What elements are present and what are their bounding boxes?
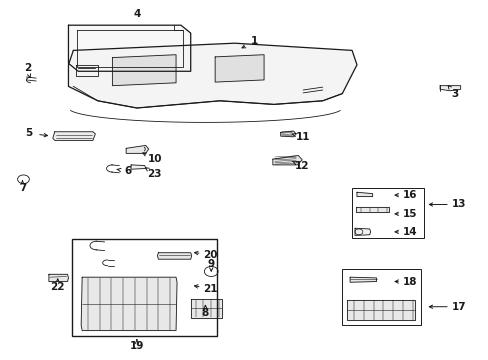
Polygon shape bbox=[349, 277, 376, 282]
Text: 14: 14 bbox=[402, 227, 416, 237]
Text: 17: 17 bbox=[450, 302, 465, 312]
Text: 22: 22 bbox=[50, 282, 65, 292]
Polygon shape bbox=[126, 145, 148, 153]
Polygon shape bbox=[49, 274, 68, 282]
Text: 5: 5 bbox=[25, 128, 32, 138]
Text: 15: 15 bbox=[402, 209, 416, 219]
Bar bbox=[72, 239, 217, 336]
Polygon shape bbox=[215, 55, 264, 82]
Polygon shape bbox=[68, 25, 190, 71]
Polygon shape bbox=[131, 165, 145, 169]
Polygon shape bbox=[354, 228, 370, 235]
Text: 11: 11 bbox=[295, 132, 310, 142]
Text: 18: 18 bbox=[402, 276, 416, 287]
Polygon shape bbox=[53, 132, 95, 140]
Polygon shape bbox=[112, 55, 176, 86]
Polygon shape bbox=[280, 131, 296, 137]
Text: 2: 2 bbox=[24, 63, 31, 73]
Polygon shape bbox=[356, 192, 372, 197]
Text: 13: 13 bbox=[450, 199, 465, 210]
Text: 6: 6 bbox=[124, 166, 131, 176]
Text: 7: 7 bbox=[19, 183, 26, 193]
Text: 3: 3 bbox=[450, 89, 457, 99]
Text: 23: 23 bbox=[147, 169, 162, 179]
Polygon shape bbox=[81, 277, 177, 330]
Text: 8: 8 bbox=[202, 308, 208, 318]
Text: 1: 1 bbox=[250, 36, 257, 46]
Polygon shape bbox=[355, 207, 388, 212]
Text: 9: 9 bbox=[207, 258, 214, 269]
Text: 4: 4 bbox=[133, 9, 141, 19]
Polygon shape bbox=[68, 43, 356, 108]
Text: 20: 20 bbox=[203, 250, 217, 260]
Polygon shape bbox=[190, 299, 222, 318]
Bar bbox=[342, 269, 420, 325]
Text: 19: 19 bbox=[129, 341, 144, 351]
Text: 16: 16 bbox=[402, 190, 416, 200]
Polygon shape bbox=[272, 156, 302, 165]
Polygon shape bbox=[157, 253, 191, 259]
Bar bbox=[351, 188, 424, 238]
Text: 21: 21 bbox=[203, 284, 217, 294]
Text: 10: 10 bbox=[148, 154, 163, 164]
Polygon shape bbox=[346, 300, 414, 320]
Polygon shape bbox=[439, 86, 460, 91]
Text: 12: 12 bbox=[294, 161, 309, 171]
